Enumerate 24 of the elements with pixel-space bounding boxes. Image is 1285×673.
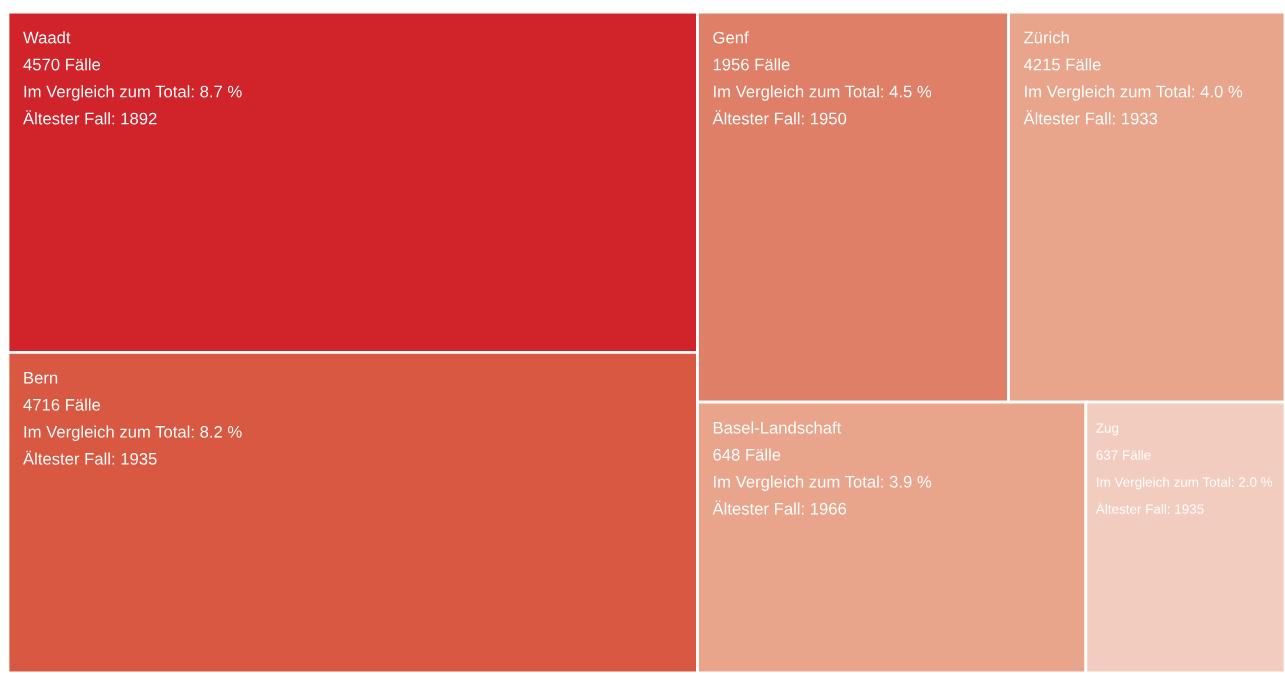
text: Ältester Fall: 1966 [712,500,847,515]
text: 4716 Fälle [23,398,101,411]
data-label: Im Vergleich zum Total: 3.9 % [714,475,932,491]
category-label: Basel-Landschaft [713,421,842,434]
category-label: Waadt [23,31,71,44]
category-label: Zürich [1024,31,1069,44]
data-label: Im Vergleich zum Total: 4.5 % [714,85,932,101]
text: Ältester Fall: 1950 [712,110,847,125]
text: Ältester Fall: 1935 [23,450,157,465]
text: 648 Fälle [713,448,781,461]
text: Ältester Fall: 1892 [23,110,157,125]
data-label: Im Vergleich zum Total: 8.2 % [24,425,242,442]
data-label: Im Vergleich zum Total: 8.7 % [24,85,242,101]
text: 4215 Fälle [1023,58,1101,71]
text: 1956 Fälle [713,58,790,71]
text: Ältester Fall: 1935 [1095,502,1204,514]
text: Ältester Fall: 1933 [1023,110,1158,125]
category-label: Zug [1096,423,1119,436]
data-label: Im Vergleich zum Total: 2.0 % [1097,476,1273,490]
data-label: Im Vergleich zum Total: 4.0 % [1025,85,1243,101]
category-label: Genf [713,31,749,44]
text: 4570 Fälle [23,58,101,71]
text: 637 Fälle [1096,449,1151,460]
category-label: Bern [24,372,58,384]
